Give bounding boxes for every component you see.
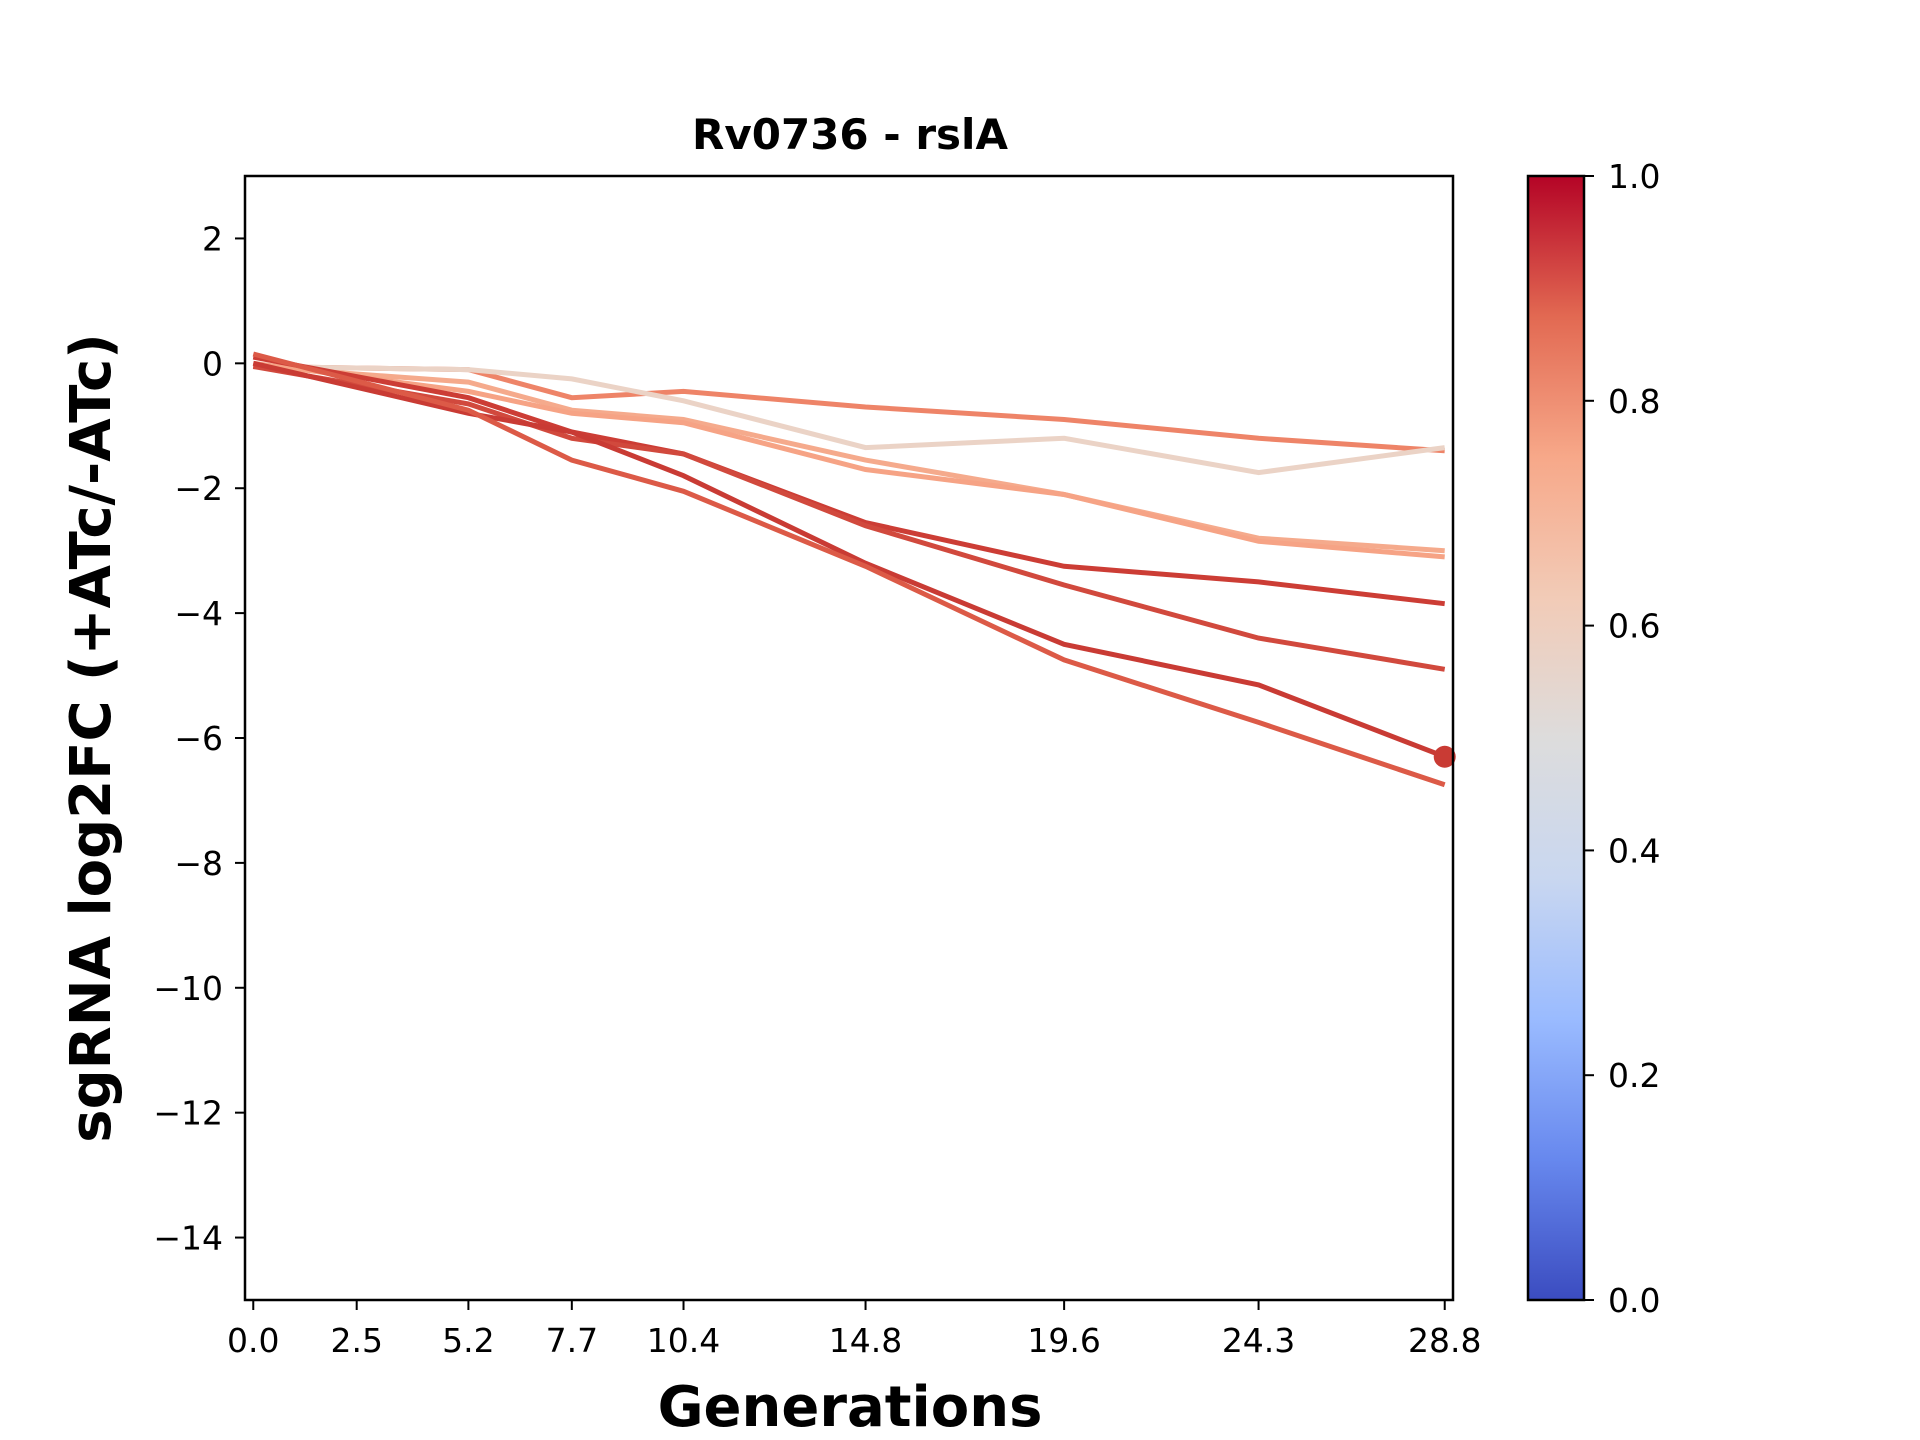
plot-frame <box>243 174 1455 1302</box>
colorbar-tick-label: 0.8 <box>1608 382 1660 421</box>
x-axis-title: Generations <box>658 1375 1043 1440</box>
x-tick-label: 10.4 <box>647 1321 720 1360</box>
colorbar-axis: 0.0 0.2 0.4 0.6 0.8 1.0 <box>1584 157 1660 1320</box>
y-tick-label: 2 <box>202 219 223 258</box>
series-line-1 <box>253 364 1445 454</box>
series-line-4 <box>252 360 1445 560</box>
y-tick-label: −6 <box>174 719 223 758</box>
x-tick-label: 24.3 <box>1222 1321 1295 1360</box>
y-axis: 2 0 −2 −4 −6 −8 −10 −12 −14 <box>153 219 245 1258</box>
series-line-8 <box>252 351 1446 788</box>
x-tick-label: 2.5 <box>330 1321 382 1360</box>
colorbar-tick-label: 0.2 <box>1608 1056 1660 1095</box>
x-tick-label: 28.8 <box>1408 1321 1481 1360</box>
endpoint-marker-1 <box>1433 745 1456 768</box>
y-tick-label: 0 <box>202 344 223 383</box>
y-axis-title: sgRNA log2FC (+ATc/-ATc) <box>59 333 124 1143</box>
chart-title: Rv0736 - rslA <box>692 110 1008 159</box>
y-tick-label: −10 <box>153 969 223 1008</box>
series-line-2 <box>253 364 1446 476</box>
colorbar-tick-label: 0.0 <box>1608 1281 1660 1320</box>
y-tick-label: −8 <box>174 844 223 883</box>
series-line-3 <box>253 364 1445 554</box>
series-line-5 <box>252 354 1445 607</box>
x-tick-label: 0.0 <box>227 1321 279 1360</box>
colorbar-tick-label: 0.4 <box>1608 831 1660 870</box>
series-line-6 <box>252 364 1446 672</box>
plot-series-group <box>252 351 1456 788</box>
colorbar <box>1526 174 1586 1302</box>
y-tick-label: −12 <box>153 1094 223 1133</box>
x-tick-label: 5.2 <box>442 1321 494 1360</box>
colorbar-tick-label: 0.6 <box>1608 607 1660 646</box>
x-axis: 0.0 2.5 5.2 7.7 10.4 14.8 19.6 24.3 28.8 <box>227 1300 1481 1360</box>
x-tick-label: 19.6 <box>1027 1321 1100 1360</box>
y-tick-label: −4 <box>174 594 223 633</box>
y-tick-label: −14 <box>153 1219 223 1258</box>
colorbar-tick-label: 1.0 <box>1608 157 1660 196</box>
y-tick-label: −2 <box>174 469 223 508</box>
x-tick-label: 7.7 <box>546 1321 598 1360</box>
x-tick-label: 14.8 <box>829 1321 902 1360</box>
